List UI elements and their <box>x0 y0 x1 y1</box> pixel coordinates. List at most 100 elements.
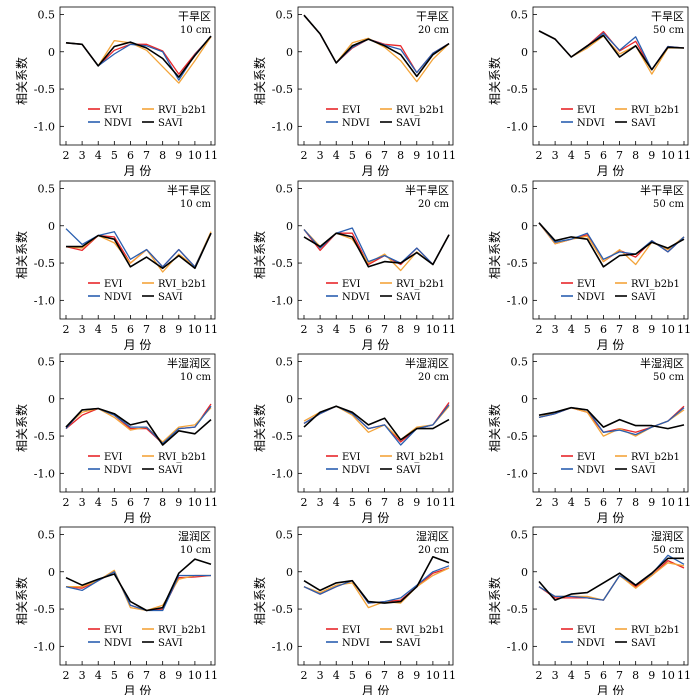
x-tick-label: 6 <box>127 323 134 336</box>
zone-label: 湿润区 <box>651 529 684 543</box>
series-line-savi <box>303 405 450 441</box>
depth-label: 20 cm <box>418 372 450 383</box>
series-line-rvi_b2b1 <box>66 569 211 612</box>
x-tick-label: 5 <box>111 669 118 682</box>
y-tick-label: -0.5 <box>34 603 55 616</box>
zone-label: 干旱区 <box>178 10 211 23</box>
plot-frame <box>532 180 689 320</box>
y-tick-label: 0 <box>48 220 55 233</box>
x-tick-label: 2 <box>301 496 308 509</box>
legend-label: EVI <box>577 625 596 636</box>
legend-label: SAVI <box>396 465 421 476</box>
x-tick-label: 7 <box>616 496 623 509</box>
y-tick-label: -0.5 <box>507 83 528 96</box>
x-tick-label: 11 <box>204 496 218 509</box>
depth-label: 20 cm <box>418 545 450 556</box>
depth-label: 20 cm <box>418 25 450 36</box>
y-tick-label: -1.0 <box>34 294 55 307</box>
legend-label: NDVI <box>104 118 132 129</box>
x-tick-label: 3 <box>317 149 324 162</box>
x-tick-label: 8 <box>159 496 166 509</box>
x-tick-label: 3 <box>79 323 86 336</box>
zone-label: 半湿润区 <box>640 356 684 370</box>
x-tick-label: 8 <box>632 149 639 162</box>
x-tick-label: 6 <box>365 149 372 162</box>
y-tick-label: -1.0 <box>34 640 55 653</box>
series-line-evi <box>65 571 212 612</box>
x-tick-label: 7 <box>616 149 623 162</box>
x-axis-title: 月 份 <box>124 338 152 352</box>
zone-label: 半干旱区 <box>640 183 684 197</box>
y-tick-label: -1.0 <box>34 467 55 480</box>
legend-label: RVI_b2b1 <box>631 452 680 463</box>
plot-frame <box>532 526 689 666</box>
series-line-savi <box>538 222 685 268</box>
x-tick-label: 9 <box>413 323 420 336</box>
x-tick-label: 11 <box>442 149 456 162</box>
y-axis-title: 相关系数 <box>487 404 502 452</box>
y-tick-label: -1.0 <box>272 120 293 133</box>
series-line-savi <box>65 407 212 446</box>
x-tick-label: 6 <box>365 496 372 509</box>
x-tick-label: 9 <box>413 149 420 162</box>
depth-label: 50 cm <box>653 199 685 210</box>
x-tick-label: 9 <box>648 149 655 162</box>
x-tick-label: 10 <box>426 496 440 509</box>
x-tick-label: 7 <box>381 669 388 682</box>
zone-label: 湿润区 <box>416 529 449 543</box>
plot-frame <box>297 6 454 146</box>
plot-frame <box>59 353 216 493</box>
x-axis-title: 月 份 <box>362 684 390 695</box>
x-tick-label: 3 <box>79 496 86 509</box>
series-line-evi <box>303 567 450 604</box>
legend-label: NDVI <box>342 118 370 129</box>
x-tick-label: 7 <box>381 149 388 162</box>
x-tick-label: 10 <box>188 323 202 336</box>
x-tick-label: 9 <box>648 323 655 336</box>
legend-label: NDVI <box>104 465 132 476</box>
series-line-savi <box>65 558 212 612</box>
y-tick-label: 0 <box>286 46 293 59</box>
depth-label: 10 cm <box>180 372 212 383</box>
y-tick-label: -1.0 <box>507 120 528 133</box>
y-tick-label: -0.5 <box>507 257 528 270</box>
legend-label: EVI <box>342 625 361 636</box>
zone-label: 半湿润区 <box>405 356 449 370</box>
x-tick-label: 2 <box>301 323 308 336</box>
x-tick-label: 10 <box>188 149 202 162</box>
series-line-rvi_b2b1 <box>538 562 685 601</box>
x-tick-label: 4 <box>95 323 102 336</box>
y-tick-label: -0.5 <box>507 430 528 443</box>
legend-label: RVI_b2b1 <box>396 452 445 463</box>
legend-label: EVI <box>577 279 596 290</box>
series-line-rvi_b2b1 <box>538 30 684 75</box>
series-line-rvi_b2b1 <box>65 231 212 273</box>
series-line-ndvi <box>538 407 685 436</box>
y-axis-title: 相关系数 <box>487 57 502 105</box>
x-tick-label: 10 <box>426 669 440 682</box>
x-tick-label: 7 <box>143 496 150 509</box>
plot-frame <box>532 353 689 493</box>
x-tick-label: 2 <box>301 149 308 162</box>
x-tick-label: 6 <box>127 149 134 162</box>
chart-panel-9: 0.5 0 -0.5 -1.0 2 3 4 5 6 7 8 9 10 11 月 份 相关系数 半湿润区 50 cm… <box>487 353 691 525</box>
y-axis-title: 相关系数 <box>252 577 267 625</box>
plot-frame <box>532 6 689 146</box>
y-tick-label: 0 <box>48 46 55 59</box>
legend-label: EVI <box>104 105 123 116</box>
legend-label: SAVI <box>631 292 656 303</box>
y-tick-label: -1.0 <box>272 294 293 307</box>
x-tick-label: 10 <box>188 669 202 682</box>
x-tick-label: 11 <box>677 323 691 336</box>
series-line-savi <box>538 406 685 430</box>
y-tick-label: 0 <box>48 566 55 579</box>
y-tick-label: 0 <box>286 393 293 406</box>
chart-panel-4: 0.5 0 -0.5 -1.0 2 3 4 5 6 7 8 9 10 11 月 份 相关系数 半干旱区 10 cm… <box>14 180 218 352</box>
x-tick-label: 5 <box>111 149 118 162</box>
y-axis-title: 相关系数 <box>252 57 267 105</box>
x-tick-label: 3 <box>79 149 86 162</box>
x-tick-label: 4 <box>333 149 340 162</box>
y-tick-label: 0.5 <box>276 355 294 368</box>
